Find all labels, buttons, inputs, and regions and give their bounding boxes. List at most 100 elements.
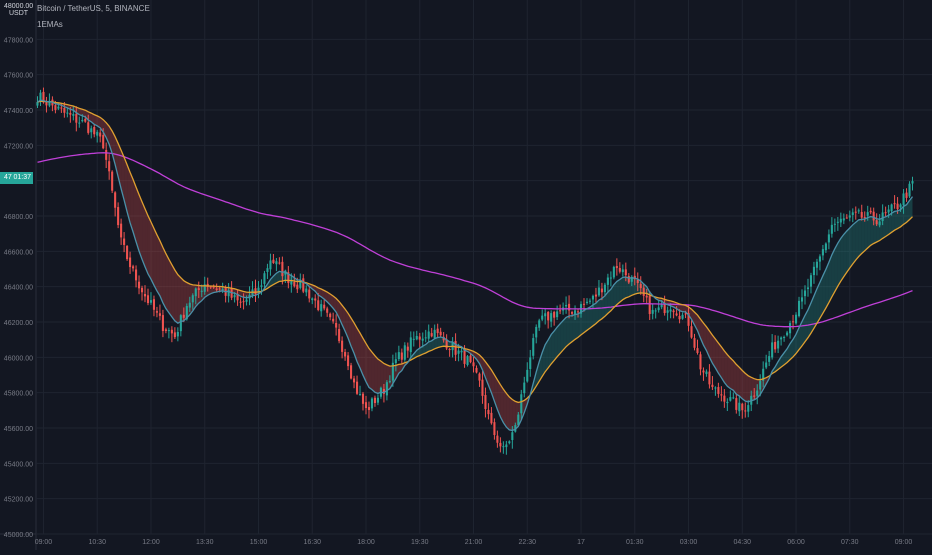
ema-cloud-segment — [617, 279, 620, 304]
candle-body — [99, 133, 101, 137]
candle-body — [520, 394, 522, 413]
candle-body — [353, 378, 355, 382]
candle-body — [684, 313, 686, 314]
candle-body — [873, 212, 875, 221]
candle-body — [532, 338, 534, 356]
candle-body — [646, 296, 648, 298]
candle-body — [741, 404, 743, 410]
candle-body — [628, 276, 630, 282]
candle-body — [365, 402, 367, 408]
candle-body — [129, 258, 131, 268]
ema-cloud-segment — [733, 361, 736, 394]
ema-cloud-segment — [166, 254, 169, 313]
ema-cloud-segment — [847, 228, 850, 272]
candle-body — [720, 394, 722, 395]
candle-body — [338, 329, 340, 341]
y-tick-label: 47800.00 — [4, 37, 33, 44]
candle-body — [371, 399, 373, 409]
candle-body — [254, 288, 256, 294]
candle-body — [816, 262, 818, 268]
candle-body — [711, 385, 713, 387]
ema-cloud-segment — [369, 348, 372, 389]
ema-cloud-segment — [163, 247, 166, 308]
y-tick-label: 45200.00 — [4, 497, 33, 504]
ema-cloud-segment — [554, 327, 557, 360]
candle-body — [702, 371, 704, 373]
candle-body — [425, 337, 427, 338]
candle-body — [876, 220, 878, 224]
candle-body — [308, 290, 310, 299]
candle-body — [290, 281, 292, 285]
candle-body — [846, 218, 848, 219]
candle-body — [637, 280, 639, 283]
candle-body — [81, 120, 83, 121]
candle-body — [894, 203, 896, 204]
indicator-label[interactable]: 1EMAs — [37, 20, 150, 30]
candle-body — [834, 224, 836, 225]
x-tick-label: 01:30 — [626, 539, 644, 546]
candle-body — [786, 333, 788, 336]
candle-body — [323, 305, 325, 309]
ema-cloud-segment — [736, 364, 739, 395]
ema-cloud-segment — [730, 358, 733, 390]
candle-body — [813, 267, 815, 275]
x-tick-label: 09:00 — [35, 539, 53, 546]
candle-body — [75, 114, 77, 123]
candle-body — [714, 388, 716, 389]
legend[interactable]: Bitcoin / TetherUS, 5, BINANCE 1EMAs — [37, 4, 150, 30]
countdown-text: 01:37 — [13, 174, 33, 181]
candle-body — [882, 212, 884, 221]
ema-cloud-segment — [724, 351, 727, 386]
candle-body — [556, 311, 558, 317]
candle-body — [359, 394, 361, 395]
candle-body — [395, 359, 397, 363]
ema-cloud-segment — [569, 316, 572, 344]
ema-cloud-segment — [853, 222, 856, 264]
candle-body — [222, 289, 224, 290]
candle-body — [302, 278, 304, 291]
candle-body — [664, 303, 666, 313]
candle-body — [398, 352, 400, 359]
symbol-title[interactable]: Bitcoin / TetherUS, 5, BINANCE — [37, 4, 150, 14]
candle-body — [159, 313, 161, 316]
candle-body — [278, 263, 280, 264]
candle-body — [753, 396, 755, 397]
candle-body — [419, 337, 421, 340]
candle-body — [78, 123, 80, 124]
ema-cloud-segment — [503, 389, 506, 427]
candle-body — [484, 395, 486, 409]
candle-body — [625, 269, 627, 275]
candle-body — [879, 221, 881, 225]
ema-cloud-segment — [366, 343, 369, 387]
candle-body — [141, 288, 143, 292]
candle-body — [535, 327, 537, 337]
candle-body — [804, 290, 806, 296]
ema-cloud-segment — [850, 225, 853, 268]
candle-body — [699, 354, 701, 369]
ema-cloud-segment — [739, 367, 742, 398]
last-price-badge: 47 01:37 — [0, 172, 33, 184]
candle-body — [667, 310, 669, 312]
candle-body — [198, 288, 200, 290]
unit-label: USDT — [4, 10, 33, 17]
ema-cloud-segment — [563, 317, 566, 350]
candle-body — [523, 383, 525, 394]
candle-body — [192, 295, 194, 302]
ema-cloud-segment — [841, 234, 844, 281]
ema-cloud-segment — [587, 307, 590, 330]
candle-body — [747, 405, 749, 412]
price-axis[interactable]: 45000.0045200.0045400.0045600.0045800.00… — [4, 37, 33, 539]
candle-body — [54, 105, 56, 110]
y-tick-label: 46600.00 — [4, 249, 33, 256]
ema-cloud-segment — [509, 397, 512, 430]
x-tick-label: 22:30 — [518, 539, 536, 546]
x-tick-label: 09:00 — [895, 539, 913, 546]
candle-body — [440, 332, 442, 335]
candle-body — [861, 212, 863, 218]
candle-body — [117, 207, 119, 225]
ema-cloud-segment — [614, 281, 617, 307]
candle-body — [126, 246, 128, 259]
